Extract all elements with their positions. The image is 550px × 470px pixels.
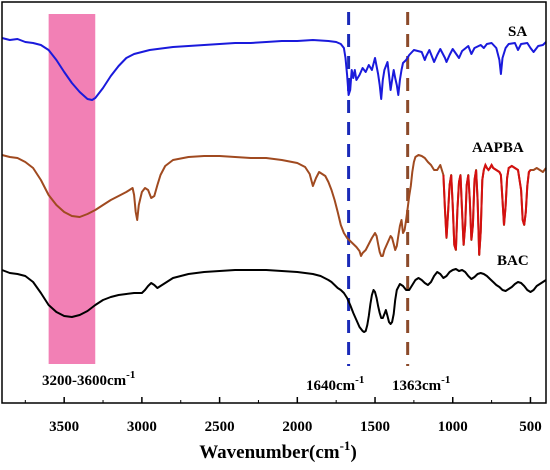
band-annotation: 3200-3600cm-1 xyxy=(42,369,135,389)
series-layer xyxy=(1,37,547,333)
series-line-sa xyxy=(1,37,547,101)
shaded-band xyxy=(48,14,96,364)
series-label-sa: SA xyxy=(508,24,527,40)
line1-annotation-sup: -1 xyxy=(355,374,364,386)
x-tick-label-1000: 1000 xyxy=(438,419,468,435)
x-axis-title: Wavenumber(cm-1) xyxy=(199,438,357,463)
band-annotation-sup: -1 xyxy=(126,369,135,381)
line2-annotation-sup: -1 xyxy=(441,374,450,386)
x-tick-label-500: 500 xyxy=(519,419,542,435)
series-label-bac: BAC xyxy=(497,253,529,269)
series-label-aapba: AAPBA xyxy=(472,140,524,156)
plot-frame xyxy=(1,1,547,404)
x-tick-label-3500: 3500 xyxy=(49,419,79,435)
line1-annotation-text: 1640cm xyxy=(306,378,356,394)
x-axis-title-text: Wavenumber(cm xyxy=(199,442,340,463)
line1-annotation: 1640cm-1 xyxy=(306,374,364,394)
line2-annotation: 1363cm-1 xyxy=(392,374,450,394)
x-tick-label-3000: 3000 xyxy=(127,419,157,435)
series-line-bac xyxy=(1,268,547,333)
x-axis-title-close: ) xyxy=(350,442,356,463)
x-tick-label-2000: 2000 xyxy=(282,419,312,435)
band-annotation-text: 3200-3600cm xyxy=(42,373,127,389)
x-tick-label-1500: 1500 xyxy=(360,419,390,435)
x-axis-title-sup: -1 xyxy=(340,438,351,453)
series-line-aapba-peaks xyxy=(442,162,532,256)
x-tick-label-2500: 2500 xyxy=(205,419,235,435)
ticks-layer: 3500 3000 2500 2000 1500 1000 500 xyxy=(24,397,542,435)
line2-annotation-text: 1363cm xyxy=(392,378,442,394)
